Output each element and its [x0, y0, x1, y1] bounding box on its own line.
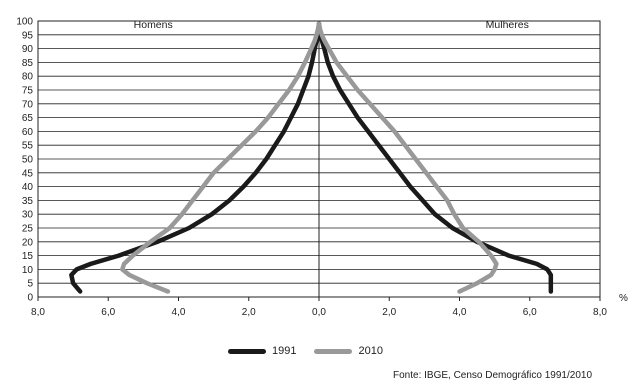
x-tick-label: 4,0	[172, 307, 186, 318]
y-tick-label: 45	[22, 168, 34, 179]
y-tick-label: 65	[22, 113, 34, 124]
x-tick-label: 0,0	[312, 307, 326, 318]
y-tick-label: 30	[22, 210, 34, 221]
series-line-1991-female	[319, 24, 551, 292]
series-line-2010-male	[122, 24, 319, 292]
y-tick-label: 80	[22, 72, 34, 83]
y-tick-label: 90	[22, 44, 34, 55]
legend-label-2010: 2010	[358, 345, 382, 357]
y-tick-label: 70	[22, 99, 34, 110]
y-tick-label: 75	[22, 86, 34, 97]
x-unit-label: %	[619, 293, 628, 304]
series-line-1991-male	[71, 24, 319, 292]
y-tick-label: 20	[22, 237, 34, 248]
left-side-label: Homens	[134, 19, 173, 31]
x-tick-label: 2,0	[382, 307, 396, 318]
y-tick-label: 15	[22, 251, 34, 262]
x-tick-label: 6,0	[523, 307, 537, 318]
y-tick-label: 50	[22, 155, 34, 166]
y-tick-label: 40	[22, 182, 34, 193]
x-tick-label: 8,0	[593, 307, 607, 318]
source-note: Fonte: IBGE, Censo Demográfico 1991/2010	[393, 370, 592, 381]
y-tick-label: 85	[22, 58, 34, 69]
legend-item-2010: 2010	[314, 345, 382, 357]
y-tick-label: 10	[22, 265, 34, 276]
x-tick-label: 8,0	[31, 307, 45, 318]
y-tick-label: 100	[16, 17, 33, 28]
x-tick-label: 4,0	[453, 307, 467, 318]
legend-item-1991: 1991	[228, 345, 296, 357]
legend-label-1991: 1991	[272, 345, 296, 357]
y-tick-label: 55	[22, 141, 34, 152]
x-tick-label: 2,0	[242, 307, 256, 318]
y-tick-label: 95	[22, 30, 34, 41]
y-tick-label: 5	[27, 279, 33, 290]
chart-legend: 1991 2010	[228, 345, 401, 357]
y-tick-label: 25	[22, 224, 34, 235]
x-tick-label: 6,0	[101, 307, 115, 318]
y-tick-label: 0	[27, 293, 33, 304]
series-line-2010-female	[319, 24, 496, 292]
legend-swatch-1991	[228, 349, 266, 354]
legend-swatch-2010	[314, 349, 352, 354]
right-side-label: Mulheres	[486, 19, 529, 31]
y-tick-label: 60	[22, 127, 34, 138]
y-tick-label: 35	[22, 196, 34, 207]
